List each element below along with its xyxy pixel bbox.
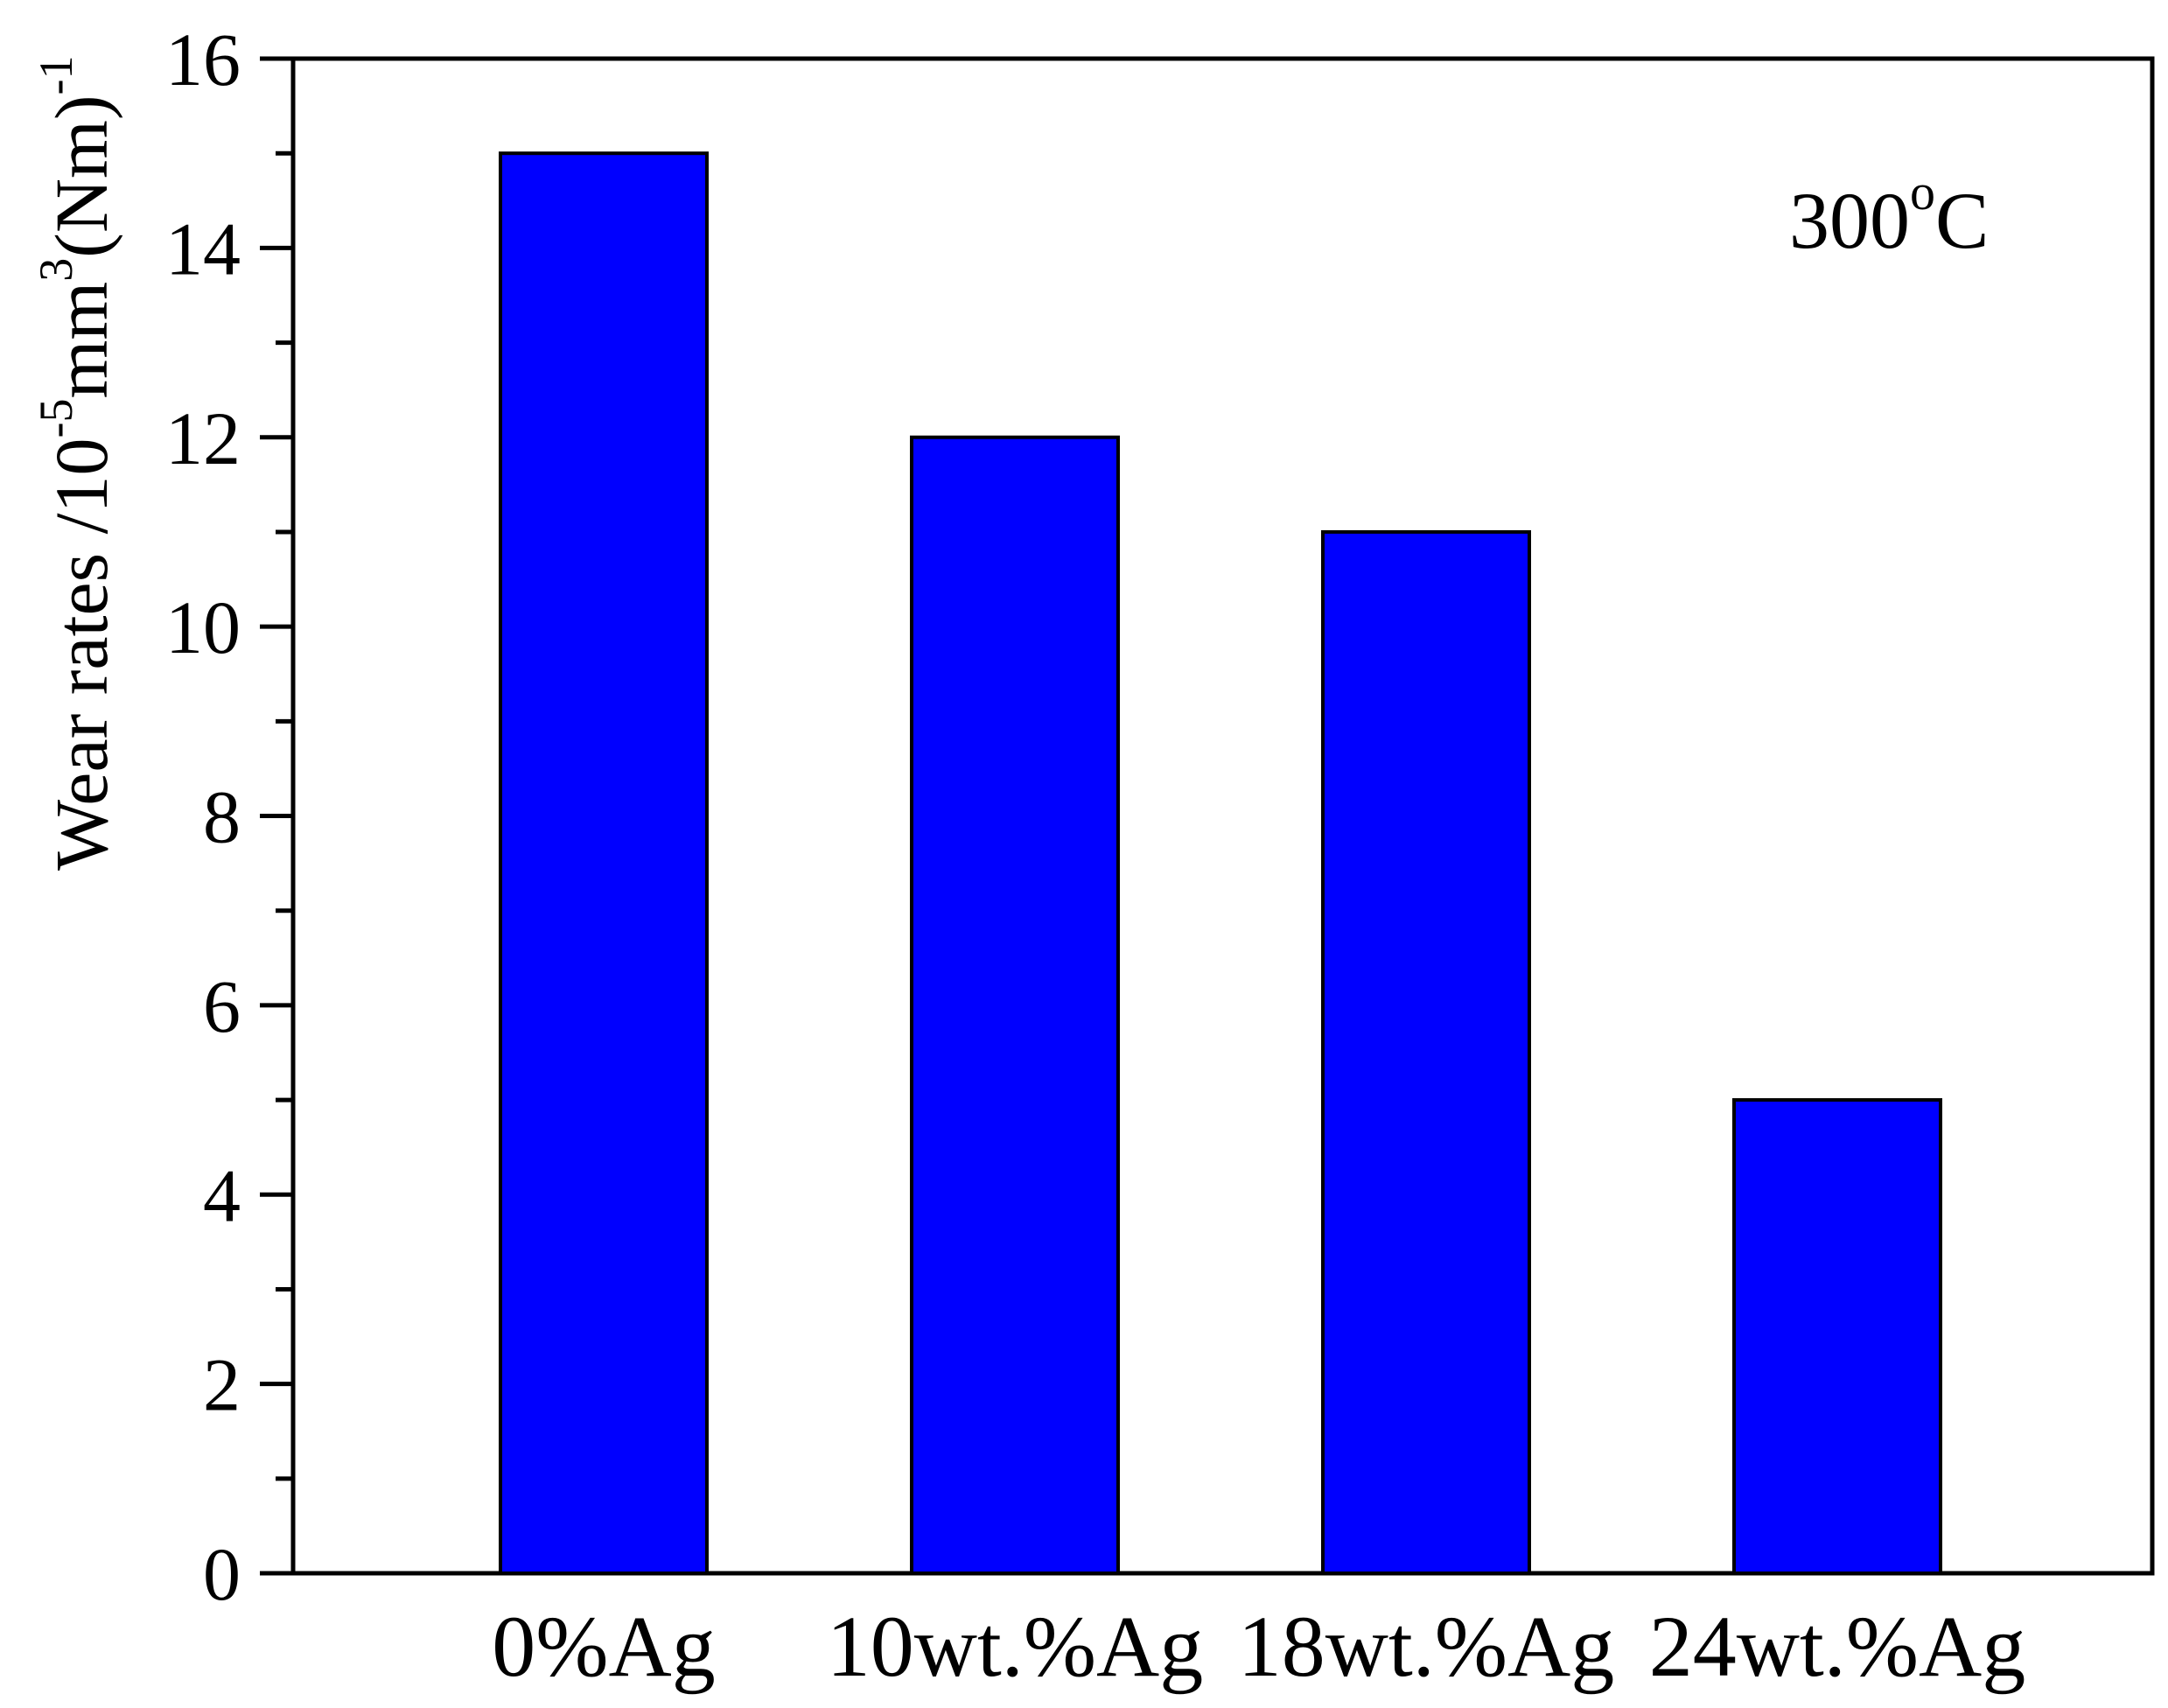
ylabel-mid: mm	[39, 282, 123, 399]
y-tick-label: 4	[203, 1153, 241, 1237]
ylabel-suffix: (Nm)	[39, 94, 123, 257]
x-category-label: 24wt.%Ag	[1649, 1598, 2026, 1695]
y-tick-label: 16	[165, 18, 241, 102]
x-category-label: 10wt.%Ag	[827, 1598, 1204, 1695]
annotation-value: 300	[1789, 176, 1910, 265]
y-tick-label: 2	[203, 1343, 241, 1427]
y-tick-label: 0	[203, 1532, 241, 1616]
y-tick-label: 8	[203, 775, 241, 859]
bar-2	[910, 435, 1120, 1575]
x-category-label: 0%Ag	[492, 1598, 716, 1695]
y-tick-label: 10	[165, 585, 241, 669]
annotation-degree: o	[1910, 164, 1935, 220]
y-tick-label: 14	[165, 206, 241, 290]
temperature-annotation: 300oC	[1789, 164, 1989, 265]
y-axis-label: Wear rates /10-5mm3(Nm)-1	[30, 55, 123, 871]
ylabel-exp2: 3	[30, 258, 82, 282]
x-category-label: 18wt.%Ag	[1238, 1598, 1615, 1695]
y-axis-ticks: 0 2 4 6 8 10 12 14 16	[165, 18, 293, 1616]
ylabel-exp1: -5	[30, 399, 82, 438]
annotation-unit: C	[1935, 176, 1989, 265]
bar-1	[499, 151, 709, 1575]
bar-3	[1321, 529, 1531, 1575]
x-axis-category-labels: 0%Ag 10wt.%Ag 18wt.%Ag 24wt.%Ag	[492, 1598, 2025, 1695]
y-tick-label: 6	[203, 964, 241, 1048]
ylabel-prefix: Wear rates /10	[39, 438, 123, 872]
bar-4	[1732, 1098, 1942, 1575]
ylabel-exp3: -1	[30, 55, 82, 94]
bars-group	[499, 151, 1942, 1575]
y-tick-label: 12	[165, 396, 241, 480]
